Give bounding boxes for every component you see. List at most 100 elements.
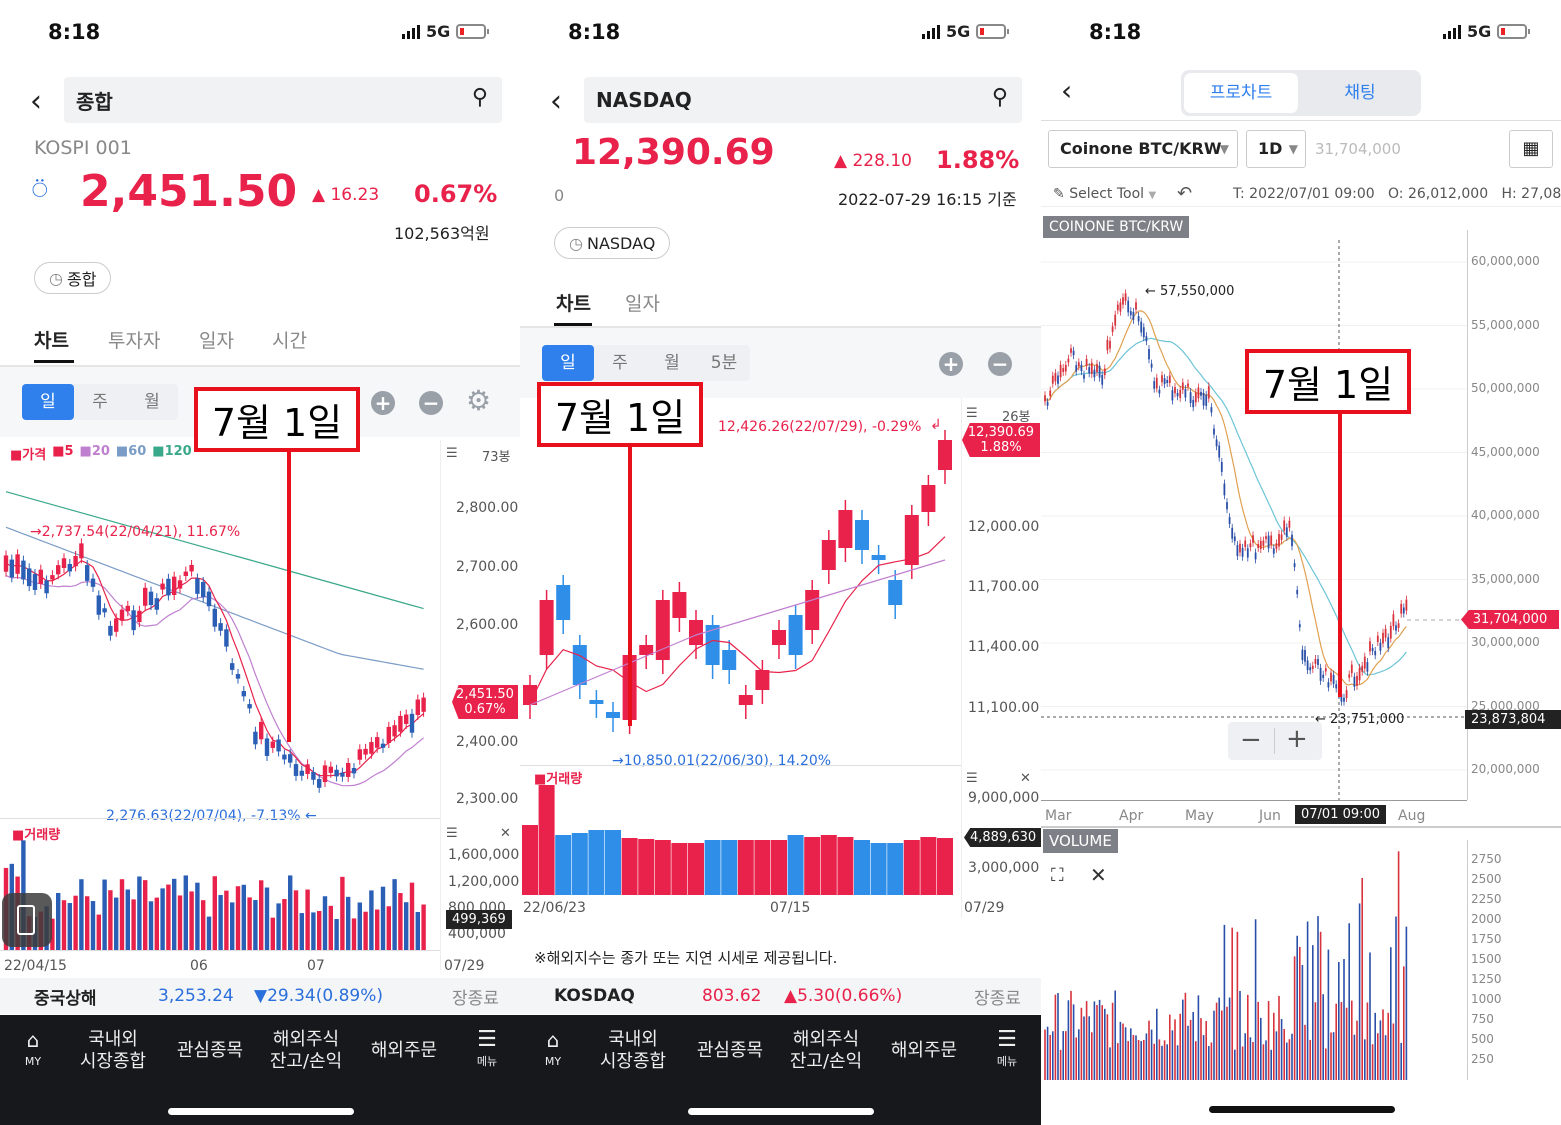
volume-bar (1135, 1035, 1137, 1080)
zoom-in-button[interactable]: + (939, 352, 963, 376)
volume-bar (870, 843, 887, 895)
candle (1062, 368, 1065, 372)
period-day[interactable]: 일 (22, 384, 74, 420)
legend-item: ■가격 (10, 448, 47, 463)
tab-time[interactable]: 시간 (272, 330, 307, 352)
nav-overseas-balance[interactable]: 해외주식 잔고/손익 (269, 1029, 343, 1072)
period-week[interactable]: 주 (612, 353, 628, 373)
volume-close-icon[interactable]: ✕ (1020, 771, 1031, 786)
volume-bar (688, 843, 704, 895)
candle (1140, 321, 1143, 333)
back-icon[interactable]: ‹ (30, 84, 42, 119)
zoom-out-button[interactable]: − (988, 352, 1012, 376)
nasdaq-candle-chart[interactable] (520, 400, 960, 765)
ticker-bar[interactable]: 중국상해 3,253.24 ▼29.34(0.89%) 장종료 (0, 978, 520, 1014)
close-icon[interactable]: ✕ (1090, 863, 1107, 887)
volume-menu-icon[interactable]: ☰ (966, 771, 978, 786)
zoom-in-button[interactable]: + (1286, 724, 1308, 754)
period-5min[interactable]: 5분 (710, 353, 738, 373)
tab-prochart[interactable]: 프로차트 (1184, 73, 1298, 113)
volume-bar (1221, 1010, 1223, 1080)
search-icon[interactable]: ⚲ (991, 85, 1008, 110)
tab-daily[interactable]: 일자 (625, 293, 660, 315)
search-icon[interactable]: ⚲ (471, 85, 488, 110)
zoom-in-button[interactable]: + (371, 391, 395, 415)
nav-watchlist[interactable]: 관심종목 (696, 1040, 764, 1061)
nav-overseas-order[interactable]: 해외주문 (370, 1040, 438, 1061)
market-chip[interactable]: ◷ 종합 (34, 262, 112, 294)
index-change: ▲ 228.10 (834, 151, 912, 171)
nav-menu[interactable]: ☰ 메뉴 (472, 1029, 502, 1073)
volume-bar (67, 903, 72, 950)
tab-chart[interactable]: 차트 (556, 293, 591, 315)
tab-investor[interactable]: 투자자 (108, 330, 161, 352)
volume-bar (166, 884, 171, 950)
volume-bar (1265, 1040, 1267, 1080)
zoom-divider (1274, 728, 1275, 754)
volume-bar (1117, 1043, 1119, 1080)
candle (166, 578, 171, 596)
period-day[interactable]: 일 (542, 345, 594, 381)
volume-bar (357, 902, 362, 950)
volume-close-icon[interactable]: ✕ (500, 826, 511, 841)
last-price-pct: 0.67% (464, 702, 506, 717)
candle-count: 26봉 (1002, 410, 1031, 425)
nav-watchlist[interactable]: 관심종목 (176, 1040, 244, 1061)
tab-chat[interactable]: 채팅 (1344, 83, 1376, 103)
zoom-out-button[interactable]: − (1240, 725, 1262, 755)
candle (363, 748, 368, 755)
select-tool[interactable]: ✎ Select Tool ▼ (1053, 186, 1157, 202)
nav-home[interactable]: ⌂ MY (20, 1029, 46, 1073)
candle (1233, 536, 1236, 542)
volume-menu-icon[interactable]: ☰ (446, 826, 458, 841)
volume-bar (854, 840, 870, 895)
candle (346, 762, 351, 777)
volume-bar (1057, 993, 1059, 1080)
nav-overseas-order[interactable]: 해외주문 (890, 1040, 958, 1061)
nav-market[interactable]: 국내외 시장종합 (79, 1029, 147, 1072)
tab-chart[interactable]: 차트 (34, 330, 69, 352)
period-month[interactable]: 월 (144, 392, 160, 412)
period-week[interactable]: 주 (92, 392, 108, 412)
nav-overseas-balance[interactable]: 해외주식 잔고/손익 (789, 1029, 863, 1072)
expand-icon[interactable]: ⛶ (1051, 865, 1064, 886)
candle (1395, 625, 1397, 631)
volume-tick: 400,000 (448, 926, 506, 942)
interval-select[interactable]: 1D ▼ (1246, 130, 1306, 168)
ticker-bar[interactable]: KOSDAQ 803.62 ▲5.30(0.66%) 장종료 (520, 978, 1041, 1014)
undo-icon[interactable]: ↶ (1177, 183, 1193, 204)
back-icon[interactable]: ‹ (1061, 74, 1073, 107)
nav-menu[interactable]: ☰ 메뉴 (992, 1029, 1022, 1073)
volume-bar (1340, 1002, 1343, 1080)
back-icon[interactable]: ‹ (550, 84, 562, 119)
nav-home[interactable]: ⌂ MY (540, 1029, 566, 1073)
btc-candle-chart[interactable] (1041, 240, 1467, 800)
nav-home-label: MY (544, 1055, 562, 1068)
kospi-candle-chart[interactable] (0, 460, 440, 815)
low-note: ← 23,751,000 (1315, 712, 1405, 727)
crosshair-price-tag: 23,873,804 (1465, 710, 1561, 729)
menu-lines-icon[interactable]: ☰ (966, 406, 978, 421)
menu-lines-icon[interactable]: ☰ (446, 446, 458, 461)
market-chip[interactable]: ◷ NASDAQ (554, 227, 671, 259)
nav-market[interactable]: 국내외 시장종합 (599, 1029, 667, 1072)
nasdaq-volume-chart (522, 785, 953, 895)
candle (183, 571, 188, 576)
settings-gear-icon[interactable]: ⚙ (466, 384, 492, 417)
period-month[interactable]: 월 (664, 353, 680, 373)
volume-tick: 2250 (1471, 892, 1502, 906)
candle (125, 605, 130, 612)
price-input[interactable]: 31,704,000 (1315, 140, 1401, 158)
rotate-screen-icon[interactable] (2, 893, 52, 947)
zoom-out-button[interactable]: − (419, 391, 443, 415)
symbol-select[interactable]: Coinone BTC/KRW ▼ (1048, 130, 1238, 168)
search-input[interactable]: 종합 ⚲ (64, 77, 502, 123)
home-indicator (168, 1108, 354, 1115)
tab-daily[interactable]: 일자 (199, 330, 234, 352)
indicator-chart-icon[interactable]: ▦ (1509, 130, 1553, 168)
volume-bar (1059, 1049, 1062, 1080)
search-input[interactable]: NASDAQ ⚲ (584, 77, 1022, 123)
volume-label-text: 거래량 (546, 772, 583, 787)
bottom-nav: ⌂ MY 국내외 시장종합 관심종목 해외주식 잔고/손익 해외주문 ☰ 메뉴 (0, 1015, 520, 1125)
candle (1051, 375, 1054, 384)
